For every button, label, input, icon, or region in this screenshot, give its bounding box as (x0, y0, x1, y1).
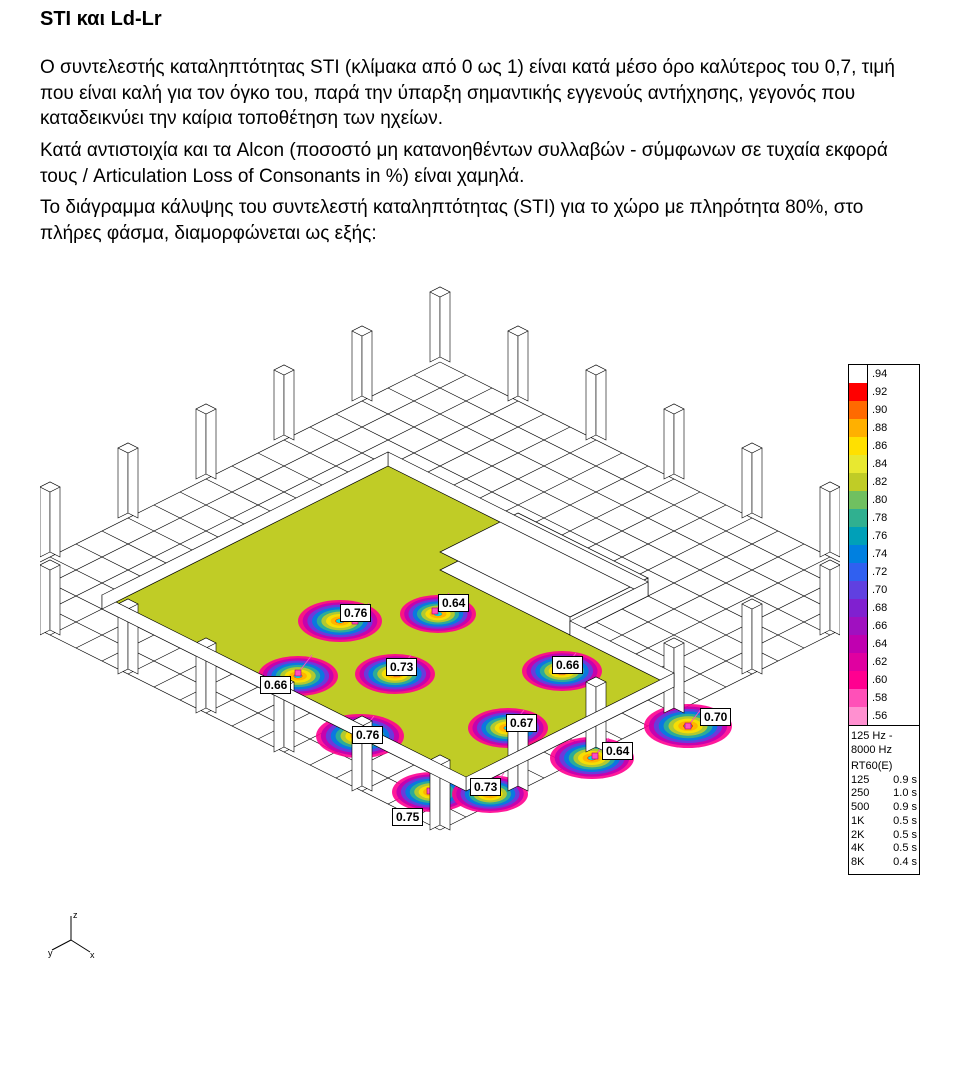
legend-value: .94 (868, 368, 887, 380)
rt60-row: 5000.9 s (851, 801, 917, 815)
legend-row: .62 (849, 653, 919, 671)
legend-value: .92 (868, 386, 887, 398)
axis-x-label: x (90, 950, 95, 960)
value-callout: 0.64 (602, 742, 633, 760)
legend-swatch (849, 437, 868, 455)
paragraph-1: Ο συντελεστής καταληπτότητας STI (κλίμακ… (40, 55, 920, 132)
legend-value: .62 (868, 656, 887, 668)
value-callout: 0.73 (470, 778, 501, 796)
axis-y-label: y (48, 948, 53, 958)
sti-coverage-diagram: .94 .92 .90 .88 .86 .84 .82 .80 .78 .76 .74 .72 .70.… (40, 276, 920, 916)
legend-value: .78 (868, 512, 887, 524)
value-callout: 0.76 (340, 604, 371, 622)
paragraph-3: Το διάγραμμα κάλυψης του συντελεστή κατα… (40, 195, 920, 246)
value-callout: 0.64 (438, 594, 469, 612)
legend-value: .72 (868, 566, 887, 578)
value-callout: 0.70 (700, 708, 731, 726)
value-callout: 0.66 (260, 676, 291, 694)
legend-value: .84 (868, 458, 887, 470)
rt60-row: 1K0.5 s (851, 815, 917, 829)
legend-value: .88 (868, 422, 887, 434)
legend-row: .68 (849, 599, 919, 617)
rt60-row: 8K0.4 s (851, 856, 917, 870)
legend-swatch (849, 509, 868, 527)
value-callout: 0.75 (392, 808, 423, 826)
legend-swatch (849, 491, 868, 509)
legend-value: .64 (868, 638, 887, 650)
legend-value: .86 (868, 440, 887, 452)
legend-row: .82 (849, 473, 919, 491)
section-heading: STI και Ld-Lr (40, 8, 920, 31)
legend-swatch (849, 581, 868, 599)
legend-value: .80 (868, 494, 887, 506)
legend-row: .66 (849, 617, 919, 635)
legend-value: .66 (868, 620, 887, 632)
paragraph-2: Κατά αντιστοιχία και τα Alcon (ποσοστό μ… (40, 138, 920, 189)
legend-value: .70 (868, 584, 887, 596)
legend-swatch (849, 707, 868, 725)
color-legend: .94 .92 .90 .88 .86 .84 .82 .80 .78 .76 .74 .72 .70.… (848, 364, 920, 875)
rt60-row: 4K0.5 s (851, 842, 917, 856)
legend-row: .60 (849, 671, 919, 689)
legend-row: .92 (849, 383, 919, 401)
legend-value: .68 (868, 602, 887, 614)
legend-swatch (849, 473, 868, 491)
rt60-row: 1250.9 s (851, 774, 917, 788)
legend-row: .80 (849, 491, 919, 509)
legend-row: .86 (849, 437, 919, 455)
legend-row: .74 (849, 545, 919, 563)
legend-swatch (849, 599, 868, 617)
legend-swatch (849, 365, 868, 383)
legend-row: .70 (849, 581, 919, 599)
legend-swatch (849, 635, 868, 653)
legend-value: .76 (868, 530, 887, 542)
legend-row: .88 (849, 419, 919, 437)
value-callout: 0.67 (506, 714, 537, 732)
rt60-row: 2501.0 s (851, 787, 917, 801)
legend-swatch (849, 527, 868, 545)
legend-swatch (849, 653, 868, 671)
legend-row: .58 (849, 689, 919, 707)
axis-z-label: z (73, 910, 78, 920)
rt60-title: RT60(E) (851, 760, 917, 774)
rt60-row: 2K0.5 s (851, 829, 917, 843)
legend-swatch (849, 455, 868, 473)
legend-swatch (849, 671, 868, 689)
legend-row: .84 (849, 455, 919, 473)
legend-row: .94 (849, 365, 919, 383)
value-callout: 0.76 (352, 726, 383, 744)
value-callout: 0.73 (386, 658, 417, 676)
legend-swatch (849, 617, 868, 635)
legend-band: 125 Hz - 8000 Hz (851, 730, 917, 758)
value-callout: 0.66 (552, 656, 583, 674)
legend-swatch (849, 383, 868, 401)
legend-row: .72 (849, 563, 919, 581)
legend-row: .90 (849, 401, 919, 419)
legend-value: .56 (868, 710, 887, 722)
legend-swatch (849, 563, 868, 581)
legend-value: .74 (868, 548, 887, 560)
legend-value: .90 (868, 404, 887, 416)
legend-row: .76 (849, 527, 919, 545)
legend-row: .56 (849, 707, 919, 725)
legend-value: .82 (868, 476, 887, 488)
legend-value: .60 (868, 674, 887, 686)
legend-swatch (849, 419, 868, 437)
legend-value: .58 (868, 692, 887, 704)
legend-swatch (849, 545, 868, 563)
legend-row: .64 (849, 635, 919, 653)
legend-swatch (849, 401, 868, 419)
legend-swatch (849, 689, 868, 707)
legend-row: .78 (849, 509, 919, 527)
